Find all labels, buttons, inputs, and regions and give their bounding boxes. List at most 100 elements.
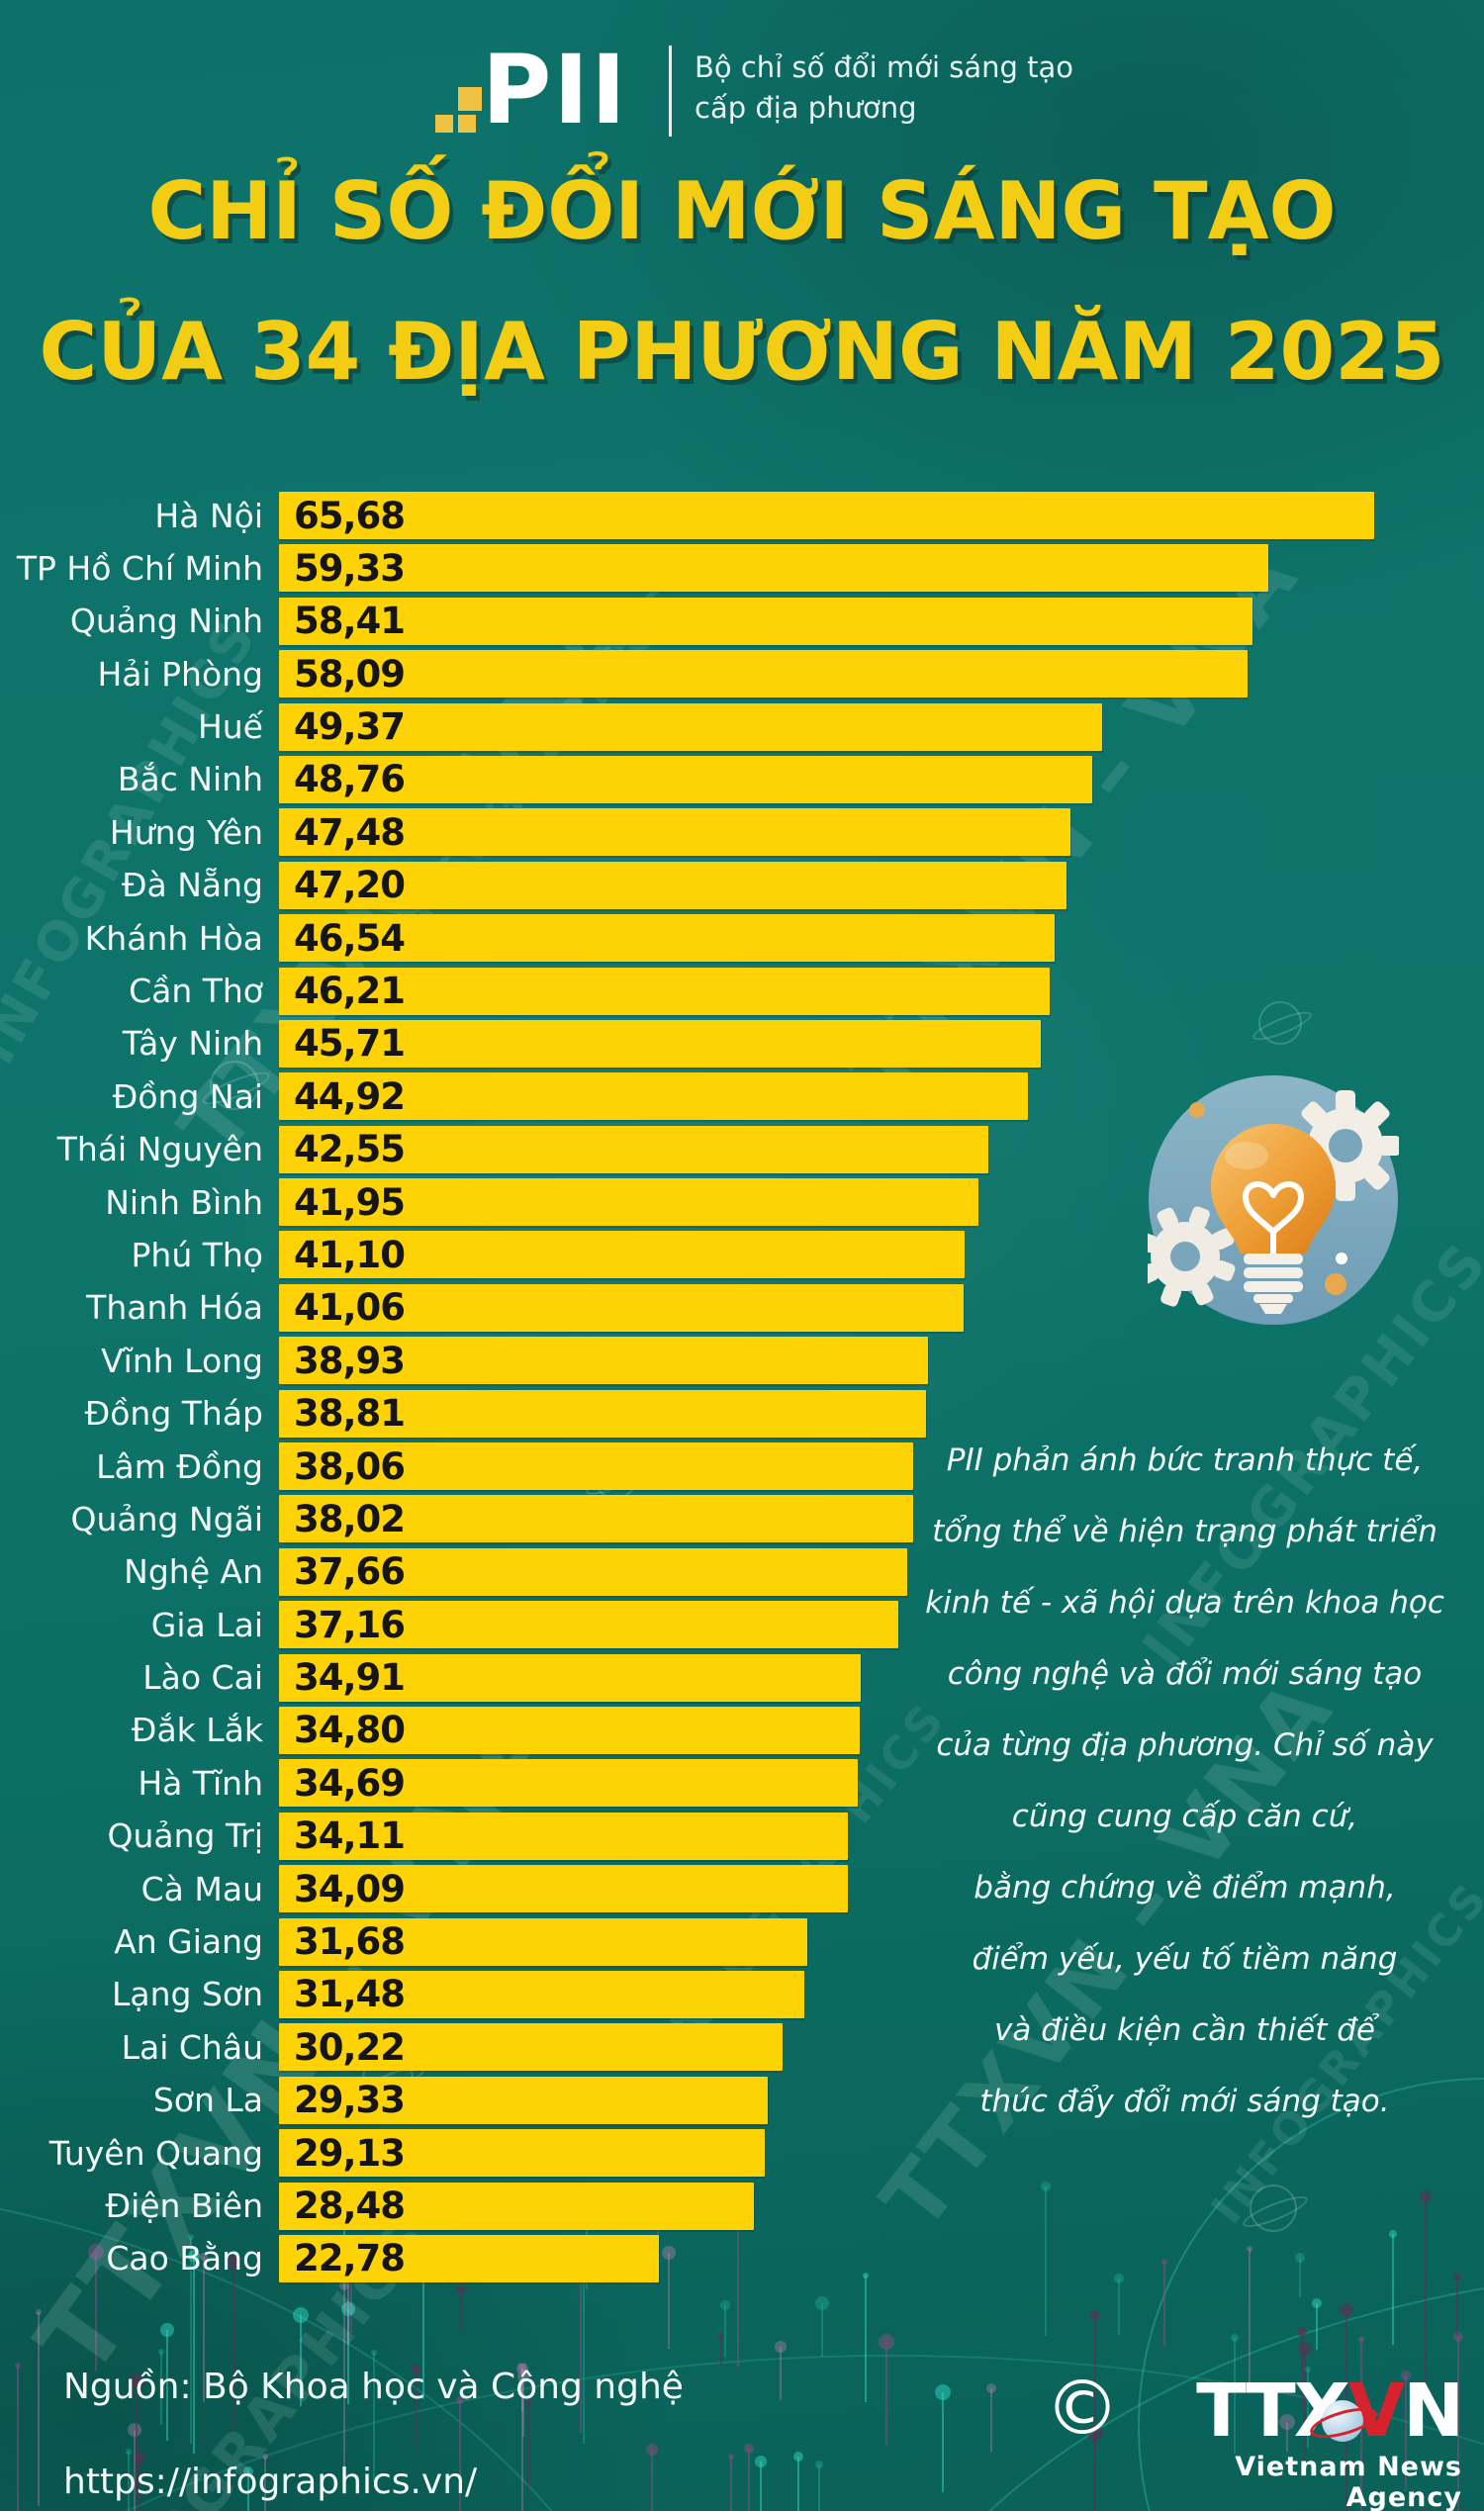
table-row: Hưng Yên 47,48: [0, 808, 1484, 857]
bar: 45,71: [279, 1019, 1041, 1068]
bar-label: Hà Nội: [154, 496, 263, 535]
bar-label: Đà Nẵng: [121, 866, 263, 905]
bar-label: Ninh Bình: [105, 1182, 263, 1222]
bar: 28,48: [279, 2182, 754, 2230]
bar-label: Hà Tĩnh: [138, 1763, 263, 1803]
bar-value: 42,55: [294, 1128, 406, 1171]
globe-watermark-icon: [1250, 2185, 1297, 2232]
bar-value: 30,22: [294, 2025, 406, 2069]
bar: 41,95: [279, 1178, 978, 1227]
bar: 38,93: [279, 1337, 928, 1385]
table-row: Quảng Trị 34,11: [0, 1812, 1484, 1860]
bar: 38,06: [279, 1442, 913, 1491]
bar: 49,37: [279, 702, 1102, 751]
bar: 46,21: [279, 967, 1050, 1015]
bar: 65,68: [279, 492, 1374, 539]
table-row: Điện Biên 28,48: [0, 2182, 1484, 2230]
lightbulb-illustration: [1135, 1074, 1401, 1326]
table-row: Cà Mau 34,09: [0, 1865, 1484, 1913]
bar: 58,41: [279, 597, 1252, 645]
ttxvn-abbr-right: N: [1403, 2369, 1464, 2454]
bar-value: 22,78: [294, 2237, 406, 2280]
bar-chart: Hà Nội 65,68 TP Hồ Chí Minh 59,33 Quảng Ninh…: [0, 492, 1484, 2287]
bar-label: Hải Phòng: [97, 654, 263, 694]
bar: 37,66: [279, 1547, 907, 1596]
bar-value: 65,68: [294, 494, 406, 537]
bar: 38,81: [279, 1389, 926, 1438]
table-row: Thanh Hóa 41,06: [0, 1283, 1484, 1332]
globe-watermark-icon: [1258, 1001, 1302, 1045]
bar-label: Lào Cai: [142, 1658, 263, 1698]
bar-value: 46,54: [294, 916, 406, 960]
bar: 59,33: [279, 544, 1268, 593]
bar: 29,33: [279, 2076, 768, 2124]
copyright-icon: ©: [1045, 2364, 1120, 2452]
table-row: Đà Nẵng 47,20: [0, 861, 1484, 909]
bar: 38,02: [279, 1495, 913, 1543]
globe-icon: [1322, 2400, 1363, 2442]
table-row: Thái Nguyên 42,55: [0, 1125, 1484, 1173]
bar-value: 34,91: [294, 1656, 406, 1700]
bar: 48,76: [279, 755, 1092, 803]
bar-label: Sơn La: [152, 2081, 263, 2120]
bar: 31,48: [279, 1970, 804, 2018]
table-row: Ninh Bình 41,95: [0, 1178, 1484, 1227]
logo-square-large: [458, 87, 482, 111]
bar-label: Bắc Ninh: [117, 760, 263, 799]
agency-name: Vietnam News Agency: [1235, 2452, 1462, 2511]
table-row: Huế 49,37: [0, 702, 1484, 751]
bar-value: 41,95: [294, 1180, 406, 1224]
bar-label: Tây Ninh: [122, 1024, 263, 1064]
bar: 47,48: [279, 808, 1070, 857]
bar: 37,16: [279, 1601, 898, 1649]
bar-value: 29,13: [294, 2131, 406, 2175]
bar: 29,13: [279, 2129, 765, 2178]
bar-label: Vĩnh Long: [101, 1341, 263, 1380]
bar-value: 37,16: [294, 1603, 406, 1646]
bar: 34,09: [279, 1865, 848, 1913]
table-row: Cao Bằng 22,78: [0, 2234, 1484, 2282]
table-row: Cần Thơ 46,21: [0, 967, 1484, 1015]
bar: 42,55: [279, 1125, 988, 1173]
bar-value: 38,81: [294, 1392, 406, 1436]
table-row: Lai Châu 30,22: [0, 2023, 1484, 2072]
annotation-text: PII phản ánh bức tranh thực tế, tổng thể…: [925, 1442, 1444, 2119]
bar-value: 41,06: [294, 1286, 406, 1330]
table-row: Bắc Ninh 48,76: [0, 755, 1484, 803]
bar-value: 46,21: [294, 970, 406, 1013]
bar-value: 28,48: [294, 2185, 406, 2227]
logo-square-mid: [458, 115, 476, 133]
bar-label: Quảng Ninh: [69, 602, 263, 641]
bar: 31,68: [279, 1917, 807, 1966]
bar-label: Lạng Sơn: [111, 1975, 263, 2014]
bar-value: 31,48: [294, 1973, 406, 2016]
bar: 34,69: [279, 1759, 858, 1808]
bar: 30,22: [279, 2023, 783, 2072]
bar-value: 34,69: [294, 1761, 406, 1805]
bar-value: 44,92: [294, 1074, 406, 1118]
bar-value: 58,41: [294, 600, 406, 643]
table-row: Đắk Lắk 34,80: [0, 1706, 1484, 1754]
bar-label: Gia Lai: [150, 1605, 263, 1644]
bar-value: 41,10: [294, 1233, 406, 1276]
globe-watermark-icon: [210, 1061, 259, 1110]
logo-square-small: [435, 115, 453, 133]
bar-label: An Giang: [114, 1922, 263, 1962]
table-row: Tây Ninh 45,71: [0, 1019, 1484, 1068]
bar-label: Quảng Ngãi: [70, 1499, 264, 1538]
table-row: Hải Phòng 58,09: [0, 650, 1484, 698]
table-row: Phú Thọ 41,10: [0, 1231, 1484, 1279]
table-row: Tuyên Quang 29,13: [0, 2129, 1484, 2178]
title-line1: CHỈ SỐ ĐỔI MỚI SÁNG TẠO: [147, 165, 1337, 257]
bar-label: Đồng Tháp: [84, 1394, 263, 1434]
bar: 44,92: [279, 1072, 1028, 1121]
ttxvn-logo: TTXVN Vietnam News Agency: [1146, 2369, 1464, 2511]
tagline-line2: cấp địa phương: [695, 91, 917, 125]
table-row: Đồng Tháp 38,81: [0, 1389, 1484, 1438]
bar-value: 49,37: [294, 705, 406, 749]
bar-value: 34,80: [294, 1709, 406, 1752]
bar: 46,54: [279, 914, 1055, 963]
tagline-line1: Bộ chỉ số đổi mới sáng tạo: [695, 50, 1073, 84]
bar-value: 45,71: [294, 1022, 406, 1066]
